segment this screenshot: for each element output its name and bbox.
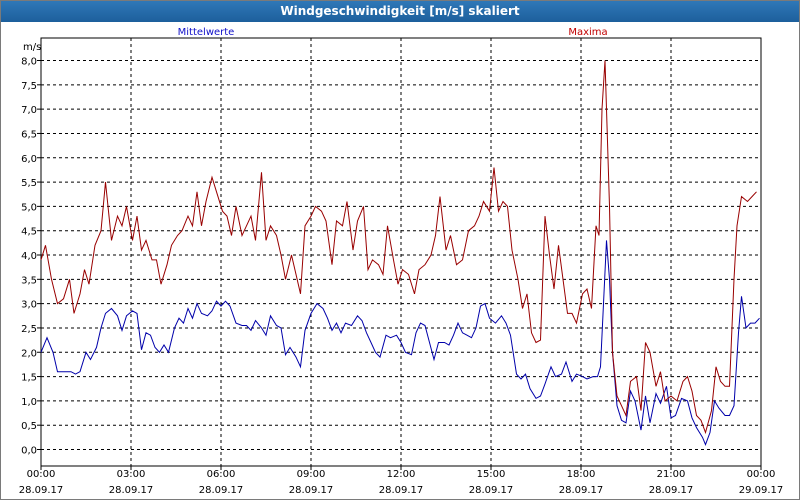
y-tick-label: 0,5: [21, 421, 37, 432]
y-tick-label: 6,5: [21, 129, 37, 140]
x-tick-label-date: 28.09.17: [109, 485, 154, 496]
x-tick-label-time: 12:00: [387, 469, 416, 480]
y-tick-label: 4,0: [21, 251, 37, 262]
legend-mittelwerte: Mittelwerte: [178, 27, 235, 38]
y-tick-label: 5,0: [21, 202, 37, 213]
x-tick-label-date: 28.09.17: [649, 485, 694, 496]
x-tick-label-date: 28.09.17: [19, 485, 64, 496]
y-tick-label: 7,5: [21, 81, 37, 92]
y-tick-label: 1,5: [21, 373, 37, 384]
y-tick-label: 2,0: [21, 348, 37, 359]
x-tick-label-time: 09:00: [297, 469, 326, 480]
x-tick-label-time: 00:00: [747, 469, 776, 480]
series-mittelwerte-line: [40, 240, 760, 446]
y-tick-label: 5,5: [21, 178, 37, 189]
plot-frame: [40, 37, 762, 467]
x-tick-label-time: 15:00: [477, 469, 506, 480]
y-tick-label: 8,0: [21, 57, 37, 68]
x-tick-label-time: 18:00: [567, 469, 596, 480]
x-tick-label-date: 29.09.17: [739, 485, 784, 496]
series-maxima-line: [40, 60, 757, 435]
x-tick-label-date: 28.09.17: [379, 485, 424, 496]
y-tick-label: 1,0: [21, 397, 37, 408]
x-tick-label-time: 00:00: [27, 469, 56, 480]
plot-area: 0,0 0,5 1,0 1,5 2,0 2,5 3,0 3,5 4,0 4,5 5,0 5,5 6,0 6…: [1, 22, 799, 499]
y-tick-label: 7,0: [21, 105, 37, 116]
legend-maxima: Maxima: [568, 27, 607, 38]
x-tick-label-date: 28.09.17: [559, 485, 604, 496]
x-tick-label-date: 28.09.17: [289, 485, 334, 496]
y-tick-label: 0,0: [21, 446, 37, 457]
y-tick-label: 3,0: [21, 300, 37, 311]
y-tick-label: 2,5: [21, 324, 37, 335]
x-tick-label-time: 21:00: [657, 469, 686, 480]
window-title: Windgeschwindigkeit [m/s] skaliert: [1, 1, 799, 22]
y-tick-label: 3,5: [21, 275, 37, 286]
y-axis-label: m/s: [23, 42, 41, 53]
x-tick-label-date: 28.09.17: [469, 485, 514, 496]
y-tick-label: 4,5: [21, 227, 37, 238]
wind-speed-chart: 0,0 0,5 1,0 1,5 2,0 2,5 3,0 3,5 4,0 4,5 5,0 5,5 6,0 6…: [19, 27, 784, 496]
x-tick-label-date: 28.09.17: [199, 485, 244, 496]
x-tick-label-time: 03:00: [117, 469, 146, 480]
x-tick-label-time: 06:00: [207, 469, 236, 480]
y-tick-label: 6,0: [21, 154, 37, 165]
